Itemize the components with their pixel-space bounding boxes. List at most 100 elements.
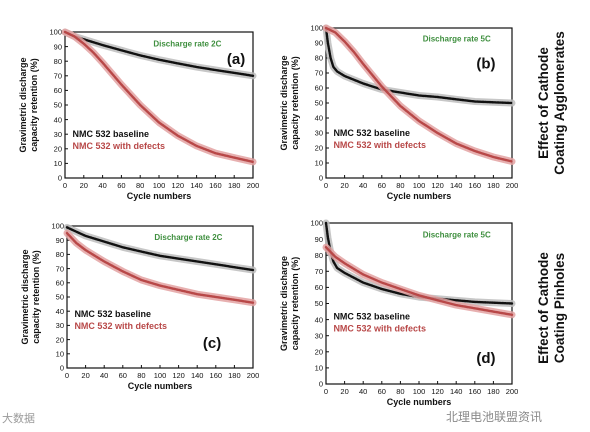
panel-a-ytick-label: 100 — [49, 28, 62, 37]
panel-a-xtick-label: 140 — [190, 181, 203, 190]
panel-c-xtick-label: 200 — [247, 371, 260, 380]
panel-c-ytick-label: 70 — [56, 264, 64, 273]
panel-c-xtick-label: 100 — [154, 371, 167, 380]
panel-c-ytick-label: 20 — [56, 335, 64, 344]
panel-d-ytick-label: 20 — [315, 348, 323, 357]
panel-a-xtick-label: 200 — [247, 181, 260, 190]
panel-a-legend-defects: NMC 532 with defects — [73, 141, 166, 151]
panel-b-xtick-label: 20 — [340, 181, 348, 190]
panel-b-ylabel-line2: capacity retention (%) — [290, 56, 300, 150]
panel-d-xtick-label: 60 — [378, 387, 386, 396]
panel-c-legend-defects: NMC 532 with defects — [74, 321, 167, 331]
panel-d-ytick-label: 60 — [315, 283, 323, 292]
watermark-left: 大数据 — [2, 412, 35, 425]
panel-c-xtick-label: 120 — [172, 371, 185, 380]
panel-d-xtick-label: 40 — [359, 387, 367, 396]
panel-b-xtick-label: 0 — [324, 181, 328, 190]
panel-b-ytick-label: 80 — [315, 54, 323, 63]
panel-a-xtick-label: 120 — [172, 181, 185, 190]
panel-d-xlabel: Cycle numbers — [387, 397, 452, 407]
panel-b-ytick-label: 90 — [315, 39, 323, 48]
panel-d-annotation: Discharge rate 5C — [423, 230, 491, 239]
panel-a-ytick-label: 80 — [54, 57, 62, 66]
panel-d-ytick-label: 30 — [315, 331, 323, 340]
panel-b-label: (b) — [476, 56, 495, 73]
panel-c-xtick-label: 0 — [65, 371, 69, 380]
panel-c-xtick-label: 160 — [210, 371, 223, 380]
panel-c-ytick-label: 100 — [51, 222, 64, 231]
panel-c-ytick-label: 80 — [56, 250, 64, 259]
panel-a-series-2-line — [63, 30, 255, 164]
panel-c-xtick-label: 80 — [137, 371, 145, 380]
panel-a-ylabel-line1: Gravimetric discharge — [18, 57, 28, 152]
panel-b-xtick-label: 140 — [450, 181, 463, 190]
panel-b-xlabel: Cycle numbers — [387, 191, 452, 201]
panel-a-ytick-label: 10 — [54, 159, 62, 168]
panel-d-ytick-label: 50 — [315, 299, 323, 308]
panel-d-ytick-label: 80 — [315, 251, 323, 260]
panel-a-ytick-label: 50 — [54, 101, 62, 110]
panel-b-ytick-label: 10 — [315, 159, 323, 168]
panel-d-xtick-label: 120 — [431, 387, 444, 396]
panel-b-ylabel-line1: Gravimetric discharge — [279, 55, 289, 150]
panel-a-xtick-label: 0 — [63, 181, 67, 190]
panel-b-xtick-label: 80 — [396, 181, 404, 190]
side-label-agglomerates-line1: Effect of Cathode — [536, 46, 551, 159]
panel-b-xtick-label: 180 — [487, 181, 500, 190]
side-label-agglomerates: Effect of Cathode Coating Agglomerates — [527, 10, 577, 195]
panel-a-xtick-label: 80 — [136, 181, 144, 190]
panel-a-label: (a) — [227, 51, 245, 68]
panel-c-xtick-label: 140 — [191, 371, 204, 380]
side-label-pinholes-line2: Coating Pinholes — [552, 252, 568, 363]
panel-b-legend-baseline: NMC 532 baseline — [333, 128, 410, 138]
panel-c-xlabel: Cycle numbers — [128, 381, 193, 391]
panel-a-xtick-label: 40 — [98, 181, 106, 190]
panel-c-legend-baseline: NMC 532 baseline — [74, 309, 151, 319]
panel-b-ytick-label: 50 — [315, 99, 323, 108]
panel-b-ytick-label: 70 — [315, 69, 323, 78]
panel-b-xtick-label: 120 — [431, 181, 444, 190]
panel-a-ytick-label: 40 — [54, 115, 62, 124]
panel-d-legend-baseline: NMC 532 baseline — [333, 312, 410, 322]
panel-d-ytick-label: 100 — [310, 219, 323, 228]
panel-c-ytick-label: 60 — [56, 279, 64, 288]
watermark-right: 北理电池联盟资讯 — [446, 410, 543, 424]
panel-b-ytick-label: 0 — [319, 174, 323, 183]
panel-c-xtick-label: 60 — [119, 371, 127, 380]
panel-d-series-2-line — [324, 245, 514, 316]
panel-a-legend-baseline: NMC 532 baseline — [73, 129, 150, 139]
panel-a-xtick-label: 180 — [228, 181, 241, 190]
panel-b-legend-defects: NMC 532 with defects — [333, 140, 426, 150]
panel-a-xlabel: Cycle numbers — [127, 191, 192, 201]
panel-a-ytick-label: 60 — [54, 86, 62, 95]
panel-c-ylabel-line1: Gravimetric discharge — [20, 249, 30, 344]
panel-a-xtick-label: 100 — [153, 181, 166, 190]
panel-c-ylabel-line2: capacity retention (%) — [31, 250, 41, 344]
panel-c-series-2-line — [65, 231, 255, 304]
panel-c-ytick-label: 40 — [56, 307, 64, 316]
panel-d-ytick-label: 0 — [319, 380, 323, 389]
panel-b-ytick-label: 20 — [315, 144, 323, 153]
panel-a-ytick-label: 20 — [54, 145, 62, 154]
panel-c-xtick-label: 40 — [100, 371, 108, 380]
panel-b-series-2-line — [324, 26, 514, 163]
panel-d-ytick-label: 90 — [315, 235, 323, 244]
panel-d-legend-defects: NMC 532 with defects — [333, 324, 426, 334]
panel-c-label: (c) — [203, 335, 221, 352]
panel-b-xtick-label: 40 — [359, 181, 367, 190]
panel-d-xtick-label: 140 — [450, 387, 463, 396]
panel-d-xtick-label: 100 — [413, 387, 426, 396]
side-label-pinholes-line1: Effect of Cathode — [536, 251, 552, 364]
panel-a-annotation: Discharge rate 2C — [153, 40, 221, 49]
panel-b-ytick-label: 60 — [315, 84, 323, 93]
panel-d-xtick-label: 20 — [340, 387, 348, 396]
panel-a-ylabel-line2: capacity retention (%) — [29, 58, 39, 152]
panel-d-xtick-label: 200 — [506, 387, 519, 396]
panel-c-ytick-label: 90 — [56, 236, 64, 245]
panel-a-ytick-label: 30 — [54, 130, 62, 139]
panel-d-label: (d) — [476, 350, 495, 367]
side-label-pinholes: Effect of Cathode Coating Pinholes — [527, 215, 577, 400]
panel-d-ytick-label: 10 — [315, 364, 323, 373]
panel-b-annotation: Discharge rate 5C — [423, 35, 491, 44]
